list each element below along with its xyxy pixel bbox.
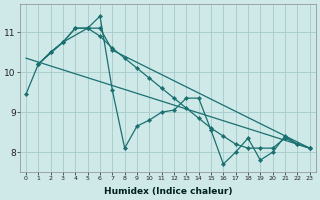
X-axis label: Humidex (Indice chaleur): Humidex (Indice chaleur) [104, 187, 232, 196]
